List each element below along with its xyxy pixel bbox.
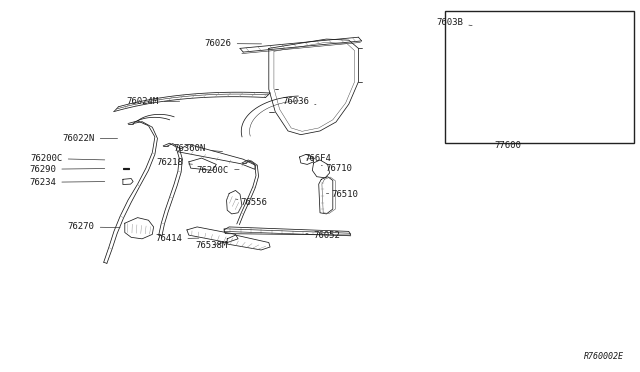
Text: 76024M: 76024M <box>127 97 180 106</box>
Text: 76022N: 76022N <box>63 134 118 143</box>
Text: 76234: 76234 <box>29 178 105 187</box>
Text: 76052: 76052 <box>306 231 340 240</box>
Bar <box>445 11 634 143</box>
Text: 76026: 76026 <box>205 39 262 48</box>
Text: R760002E: R760002E <box>584 352 624 361</box>
Text: 76270: 76270 <box>68 222 120 231</box>
Text: 76414: 76414 <box>156 234 199 243</box>
Text: 76510: 76510 <box>326 190 358 199</box>
Text: 76200C: 76200C <box>197 166 239 175</box>
Text: 76360N: 76360N <box>174 144 223 153</box>
Text: 76710: 76710 <box>321 164 352 173</box>
Text: 76538M: 76538M <box>195 241 227 250</box>
Text: 7603B: 7603B <box>436 18 472 27</box>
Text: 766F4: 766F4 <box>304 154 331 163</box>
Text: 77600: 77600 <box>494 141 521 150</box>
Text: 76556: 76556 <box>236 198 268 207</box>
Text: 76290: 76290 <box>29 165 105 174</box>
Text: 76218: 76218 <box>156 158 193 167</box>
Text: 76036: 76036 <box>282 97 316 106</box>
Text: 76200C: 76200C <box>31 154 105 163</box>
